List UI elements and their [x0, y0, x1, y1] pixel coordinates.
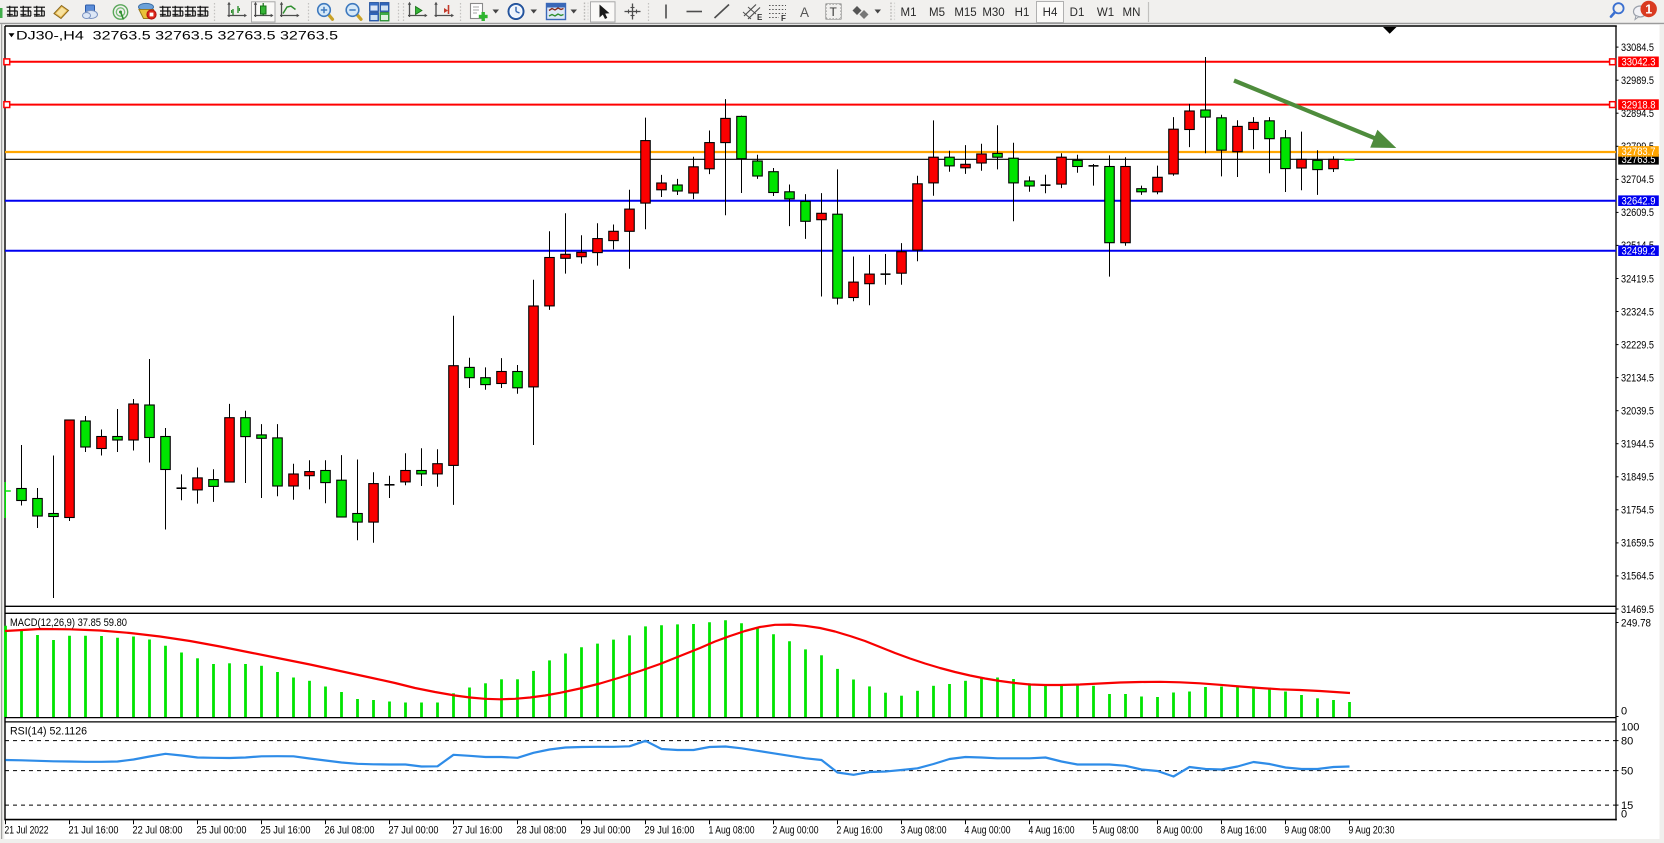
svg-text:26 Jul 08:00: 26 Jul 08:00 [325, 825, 375, 837]
svg-text:M1: M1 [901, 7, 917, 19]
svg-text:M5: M5 [929, 7, 945, 19]
svg-text:9 Aug 20:30: 9 Aug 20:30 [1349, 825, 1395, 837]
svg-text:1 Aug 08:00: 1 Aug 08:00 [709, 825, 755, 837]
svg-text:8 Aug 00:00: 8 Aug 00:00 [1157, 825, 1203, 837]
svg-text:33084.5: 33084.5 [1621, 42, 1654, 54]
svg-text:31469.5: 31469.5 [1621, 604, 1654, 616]
svg-text:9 Aug 08:00: 9 Aug 08:00 [1285, 825, 1331, 837]
svg-text:2 Aug 16:00: 2 Aug 16:00 [837, 825, 883, 837]
svg-text:33042.3: 33042.3 [1622, 57, 1656, 69]
svg-text:D1: D1 [1070, 7, 1085, 19]
svg-text:32918.8: 32918.8 [1622, 99, 1656, 111]
svg-text:A: A [800, 5, 809, 20]
svg-text:25 Jul 16:00: 25 Jul 16:00 [261, 825, 311, 837]
svg-text:28 Jul 08:00: 28 Jul 08:00 [517, 825, 567, 837]
svg-text:32763.5: 32763.5 [1622, 154, 1656, 166]
svg-text:5 Aug 08:00: 5 Aug 08:00 [1093, 825, 1139, 837]
svg-text:3 Aug 08:00: 3 Aug 08:00 [901, 825, 947, 837]
svg-text:4 Aug 00:00: 4 Aug 00:00 [965, 825, 1011, 837]
svg-text:249.78: 249.78 [1621, 617, 1651, 629]
svg-text:31659.5: 31659.5 [1621, 538, 1654, 550]
svg-text:21 Jul 16:00: 21 Jul 16:00 [69, 825, 119, 837]
svg-text:0: 0 [1621, 809, 1627, 821]
svg-text:25 Jul 00:00: 25 Jul 00:00 [197, 825, 247, 837]
svg-text:32783.7: 32783.7 [1622, 146, 1656, 158]
svg-text:F: F [781, 14, 786, 23]
svg-text:MN: MN [1123, 7, 1141, 19]
svg-text:T: T [830, 5, 838, 19]
svg-text:32324.5: 32324.5 [1621, 306, 1654, 318]
svg-text:RSI(14) 52.1126: RSI(14) 52.1126 [10, 726, 87, 738]
svg-text:50: 50 [1621, 765, 1633, 777]
svg-text:M15: M15 [954, 7, 976, 19]
svg-text:32419.5: 32419.5 [1621, 273, 1654, 285]
svg-text:15: 15 [1621, 800, 1633, 812]
svg-text:32609.5: 32609.5 [1621, 207, 1654, 219]
svg-text:M30: M30 [982, 7, 1004, 19]
svg-text:32499.2: 32499.2 [1622, 246, 1656, 258]
svg-text:27 Jul 00:00: 27 Jul 00:00 [389, 825, 439, 837]
svg-text:8 Aug 16:00: 8 Aug 16:00 [1221, 825, 1267, 837]
svg-text:32642.9: 32642.9 [1622, 196, 1656, 208]
svg-text:31754.5: 31754.5 [1621, 505, 1654, 517]
svg-text:MACD(12,26,9) 37.85 59.80: MACD(12,26,9) 37.85 59.80 [10, 617, 127, 629]
svg-text:31564.5: 31564.5 [1621, 571, 1654, 583]
svg-text:1: 1 [1645, 2, 1652, 16]
svg-text:32134.5: 32134.5 [1621, 372, 1654, 384]
svg-text:29 Jul 00:00: 29 Jul 00:00 [581, 825, 631, 837]
svg-text:21 Jul 2022: 21 Jul 2022 [5, 825, 49, 837]
svg-text:32704.5: 32704.5 [1621, 174, 1654, 186]
svg-text:DJ30-,H4 32763.5 32763.5 3276: DJ30-,H4 32763.5 32763.5 32763.5 32763.5 [16, 31, 338, 43]
svg-text:H4: H4 [1043, 7, 1058, 19]
svg-text:2 Aug 00:00: 2 Aug 00:00 [773, 825, 819, 837]
svg-text:29 Jul 16:00: 29 Jul 16:00 [645, 825, 695, 837]
svg-text:100: 100 [1621, 722, 1639, 734]
svg-text:31944.5: 31944.5 [1621, 439, 1654, 451]
svg-text:22 Jul 08:00: 22 Jul 08:00 [133, 825, 183, 837]
svg-text:32989.5: 32989.5 [1621, 75, 1654, 87]
svg-text:27 Jul 16:00: 27 Jul 16:00 [453, 825, 503, 837]
svg-text:0: 0 [1621, 705, 1627, 717]
svg-text:H1: H1 [1015, 7, 1030, 19]
svg-text:32894.5: 32894.5 [1621, 108, 1654, 120]
svg-text:W1: W1 [1097, 7, 1114, 19]
svg-text:4 Aug 16:00: 4 Aug 16:00 [1029, 825, 1075, 837]
svg-text:80: 80 [1621, 735, 1633, 747]
svg-text:32229.5: 32229.5 [1621, 339, 1654, 351]
svg-text:E: E [757, 13, 763, 22]
svg-text:32039.5: 32039.5 [1621, 406, 1654, 418]
svg-text:31849.5: 31849.5 [1621, 472, 1654, 484]
